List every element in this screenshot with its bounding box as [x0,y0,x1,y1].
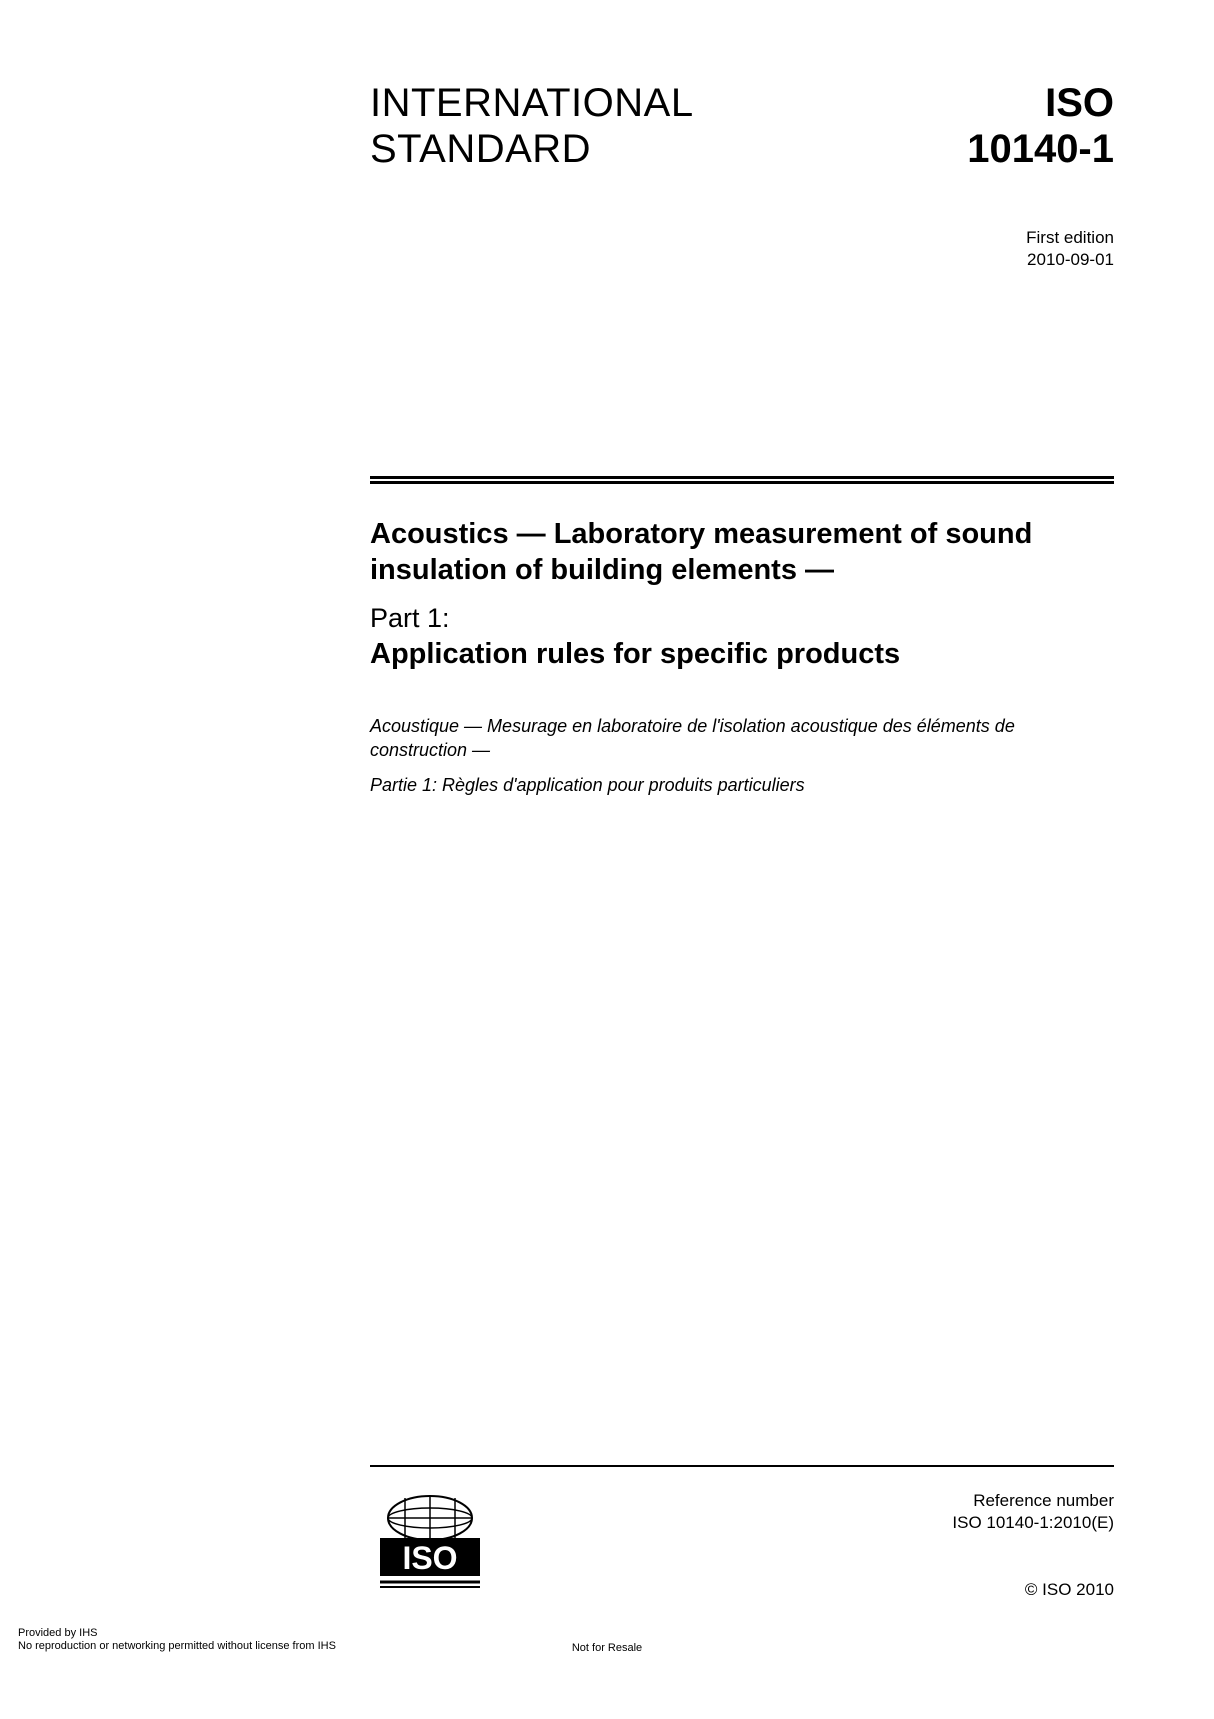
footer-center: Not for Resale [572,1642,642,1654]
subtitle-fr-part: Partie 1: Règles d'application pour prod… [370,775,1114,796]
copyright: © ISO 2010 [1025,1580,1114,1600]
header-left: INTERNATIONAL STANDARD [370,80,694,172]
title-main: Acoustics — Laboratory measurement of so… [370,516,1114,589]
edition-line1: First edition [370,227,1114,249]
subtitle-fr-main: Acoustique — Mesurage en laboratoire de … [370,714,1114,763]
reference-block: Reference number ISO 10140-1:2010(E) [952,1490,1114,1534]
footer-no-repro: No reproduction or networking permitted … [18,1640,336,1654]
edition-info: First edition 2010-09-01 [370,227,1114,271]
double-rule [370,476,1114,484]
footer-provided: Provided by IHS [18,1627,336,1641]
header-right: ISO 10140-1 [967,80,1114,172]
reference-label: Reference number [952,1490,1114,1512]
code-line1: ISO [967,80,1114,126]
part-label: Part 1: [370,603,1114,634]
footer-left: Provided by IHS No reproduction or netwo… [18,1627,336,1655]
code-line2: 10140-1 [967,126,1114,172]
iso-logo: ISO [370,1490,490,1595]
edition-line2: 2010-09-01 [370,249,1114,271]
header-line1: INTERNATIONAL [370,80,694,126]
reference-value: ISO 10140-1:2010(E) [952,1512,1114,1534]
header-row: INTERNATIONAL STANDARD ISO 10140-1 [370,80,1114,172]
header-line2: STANDARD [370,126,694,172]
content-area: INTERNATIONAL STANDARD ISO 10140-1 First… [370,80,1114,796]
part-title: Application rules for specific products [370,636,1114,672]
iso-logo-svg: ISO [370,1490,490,1590]
single-rule [370,1465,1114,1467]
svg-text:ISO: ISO [402,1540,457,1576]
